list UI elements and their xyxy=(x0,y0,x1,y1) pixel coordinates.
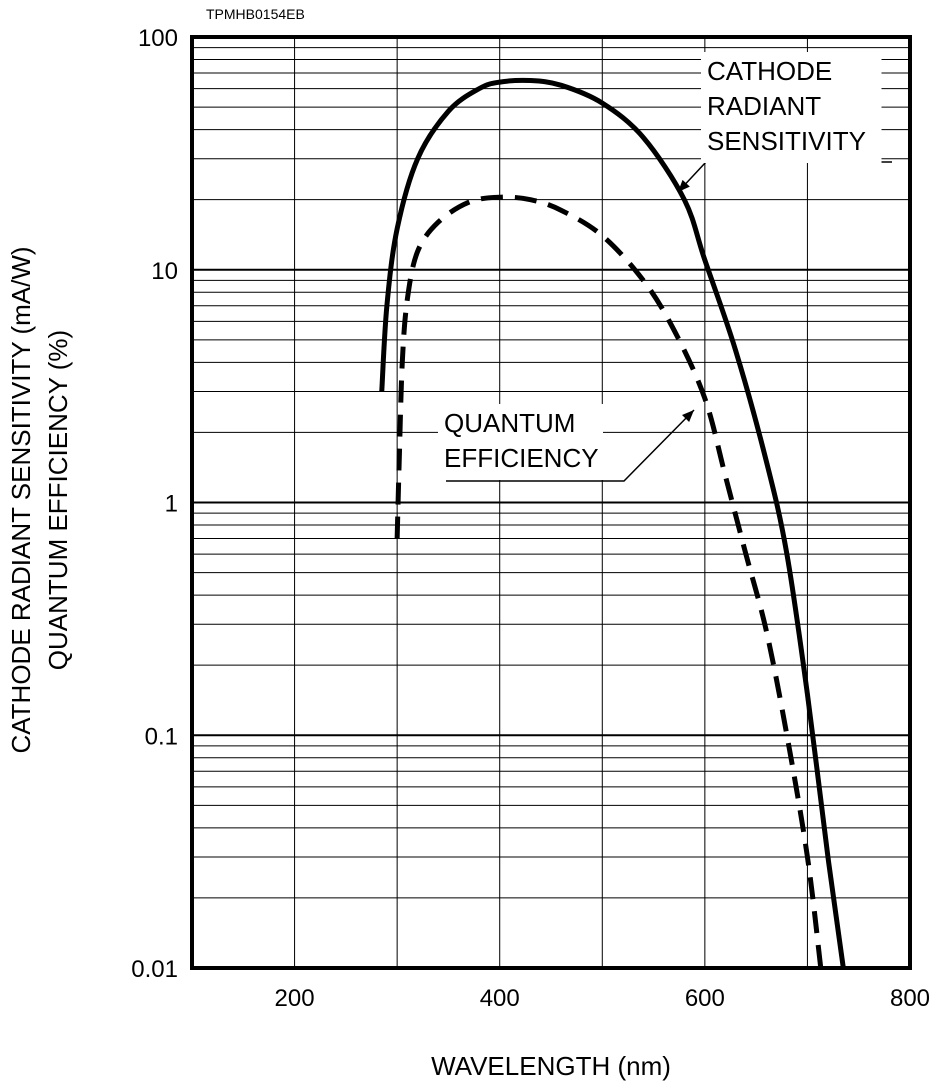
cathode-series-label: SENSITIVITY xyxy=(707,126,866,156)
leader-line xyxy=(677,161,892,193)
x-tick-label: 200 xyxy=(275,985,315,1012)
y-tick-label: 0.01 xyxy=(131,956,178,983)
quantum-efficiency-curve xyxy=(394,194,824,969)
plot-frame xyxy=(190,35,912,970)
figure-code: TPMHB0154EB xyxy=(206,6,305,22)
leader-arrowhead xyxy=(682,410,694,423)
y-axis-label-line: QUANTUM EFFICIENCY (%) xyxy=(43,330,73,670)
y-tick-label: 100 xyxy=(138,25,178,52)
quantum-efficiency-series-label: EFFICIENCY xyxy=(444,443,599,473)
leader-line xyxy=(446,409,695,482)
cathode-series-label: CATHODE xyxy=(707,56,832,86)
x-axis-label: WAVELENGTH (nm) xyxy=(431,1051,671,1081)
x-tick-label: 800 xyxy=(890,985,930,1012)
y-tick-label: 0.1 xyxy=(145,723,178,750)
y-axis-label: CATHODE RADIANT SENSITIVITY (mA/W) QUANTU… xyxy=(6,246,73,753)
cathode-series-label: RADIANT xyxy=(707,91,821,121)
series-label-background xyxy=(701,52,882,163)
y-axis-label-line: CATHODE RADIANT SENSITIVITY (mA/W) xyxy=(6,246,36,753)
y-tick-label: 10 xyxy=(151,258,178,285)
series-label-background xyxy=(438,404,603,480)
cathode-radiant-sensitivity-curve xyxy=(379,77,846,969)
y-tick-label: 1 xyxy=(165,491,178,518)
x-tick-label: 600 xyxy=(685,985,725,1012)
x-tick-label: 400 xyxy=(480,985,520,1012)
quantum-efficiency-series-label: QUANTUM xyxy=(444,408,575,438)
leader-arrowhead xyxy=(678,179,690,192)
